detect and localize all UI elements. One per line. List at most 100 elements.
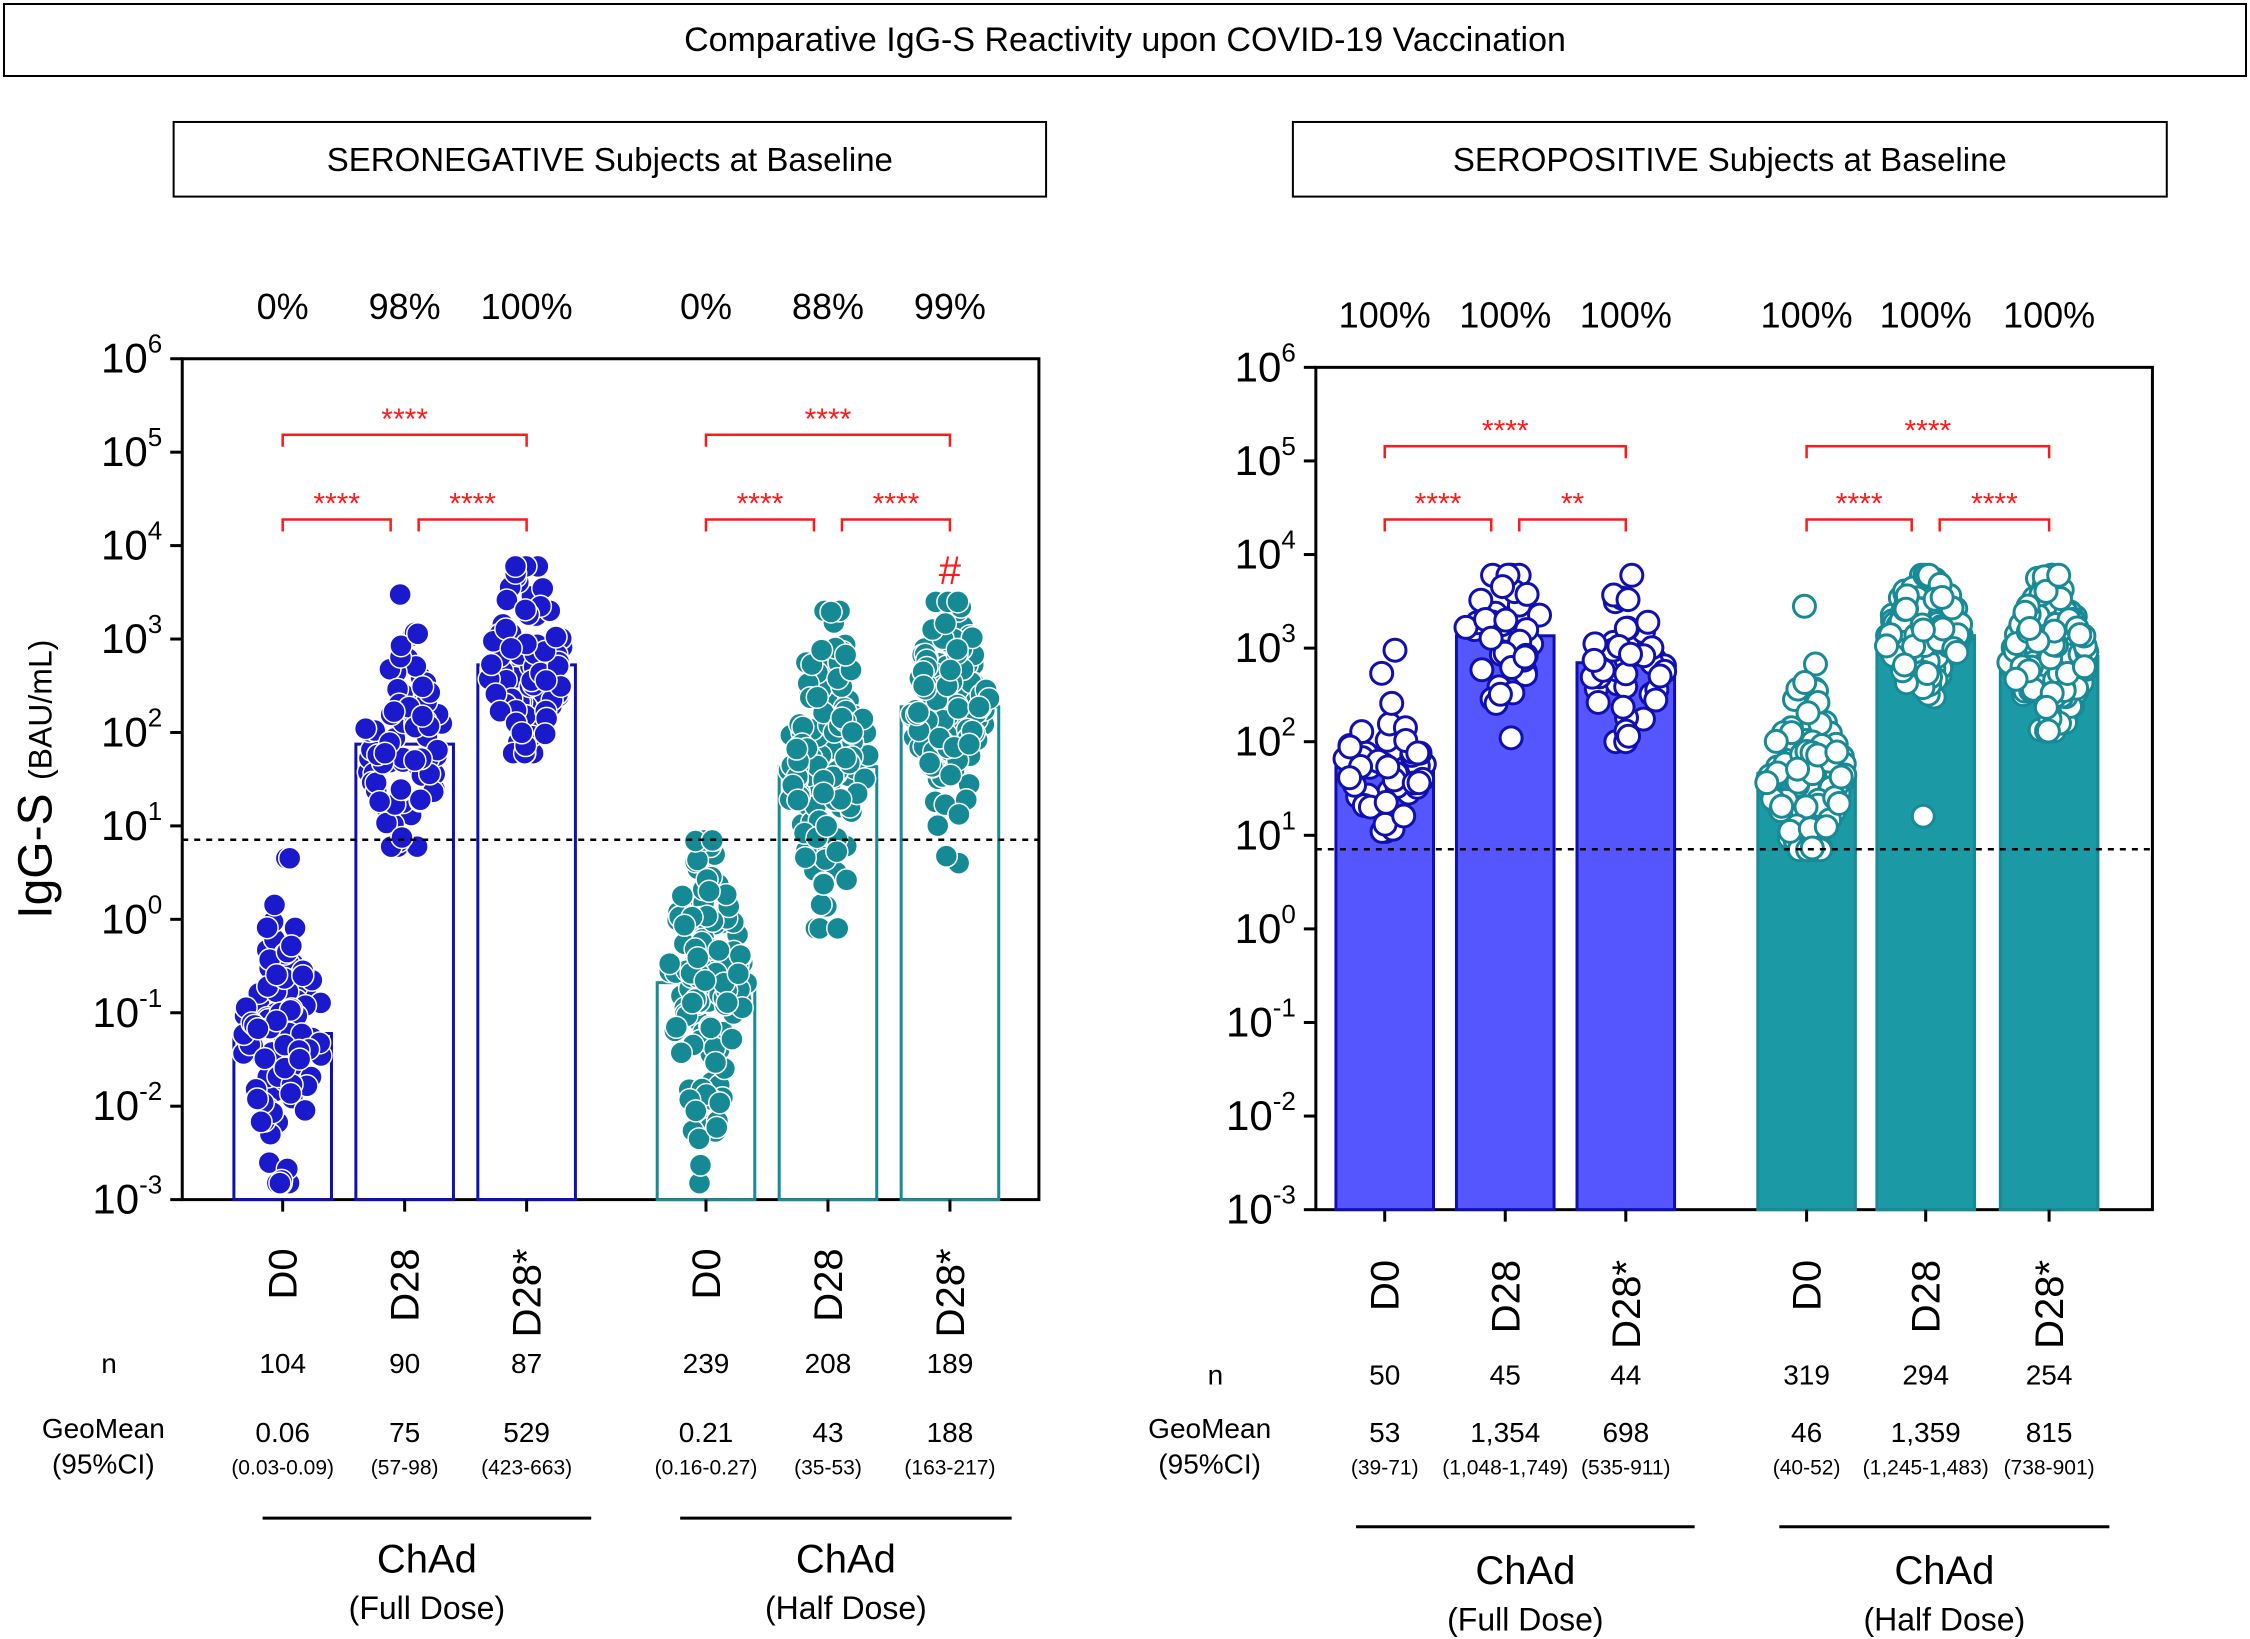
y-tick-label: 104 bbox=[101, 516, 162, 569]
significance-label: **** bbox=[1905, 414, 1952, 447]
data-point bbox=[707, 938, 731, 963]
data-point bbox=[1929, 584, 1955, 610]
data-point bbox=[911, 673, 936, 698]
geomean-value: 0.21 bbox=[679, 1417, 734, 1448]
geomean-value: 53 bbox=[1369, 1417, 1400, 1448]
geomean-value: 815 bbox=[2026, 1417, 2073, 1448]
significance-bracket bbox=[704, 518, 816, 532]
y-tick-base: 10 bbox=[1235, 905, 1282, 952]
significance-bracket bbox=[1805, 445, 2051, 459]
x-category-label: D28* bbox=[1605, 1260, 1649, 1349]
y-tick-exponent: -2 bbox=[1273, 1086, 1296, 1116]
geomean-value: 698 bbox=[1602, 1417, 1649, 1448]
data-point bbox=[947, 802, 971, 827]
data-point bbox=[246, 1017, 270, 1041]
significance-label: **** bbox=[313, 487, 360, 520]
data-point bbox=[720, 1027, 744, 1051]
data-point bbox=[967, 695, 991, 719]
data-point bbox=[253, 1046, 277, 1071]
n-value: 319 bbox=[1783, 1360, 1830, 1391]
percent-positive: 100% bbox=[1761, 295, 1853, 336]
significance-bracket bbox=[417, 518, 528, 532]
y-tick-base: 10 bbox=[1235, 437, 1282, 484]
data-point bbox=[255, 915, 279, 940]
significance-label: ** bbox=[1561, 487, 1585, 520]
data-point bbox=[811, 872, 836, 896]
row-label-ci: (95%CI) bbox=[52, 1449, 155, 1480]
n-value: 254 bbox=[2026, 1360, 2073, 1391]
data-point bbox=[262, 893, 287, 917]
data-point bbox=[938, 658, 963, 682]
y-tick-label: 106 bbox=[1235, 337, 1296, 390]
panel-title-box bbox=[1291, 120, 2168, 198]
data-point bbox=[389, 633, 413, 658]
data-point bbox=[390, 825, 414, 850]
y-tick-exponent: -1 bbox=[1273, 992, 1296, 1022]
data-point bbox=[1382, 637, 1408, 663]
data-point bbox=[2046, 562, 2072, 588]
data-point bbox=[405, 622, 430, 646]
ci-value: (163-217) bbox=[904, 1457, 995, 1480]
data-point bbox=[403, 748, 427, 773]
percent-positive: 0% bbox=[680, 286, 732, 327]
y-tick-base: 10 bbox=[1235, 531, 1282, 578]
significance-bracket bbox=[1938, 518, 2051, 532]
data-point bbox=[1910, 617, 1936, 643]
y-tick-exponent: -1 bbox=[139, 983, 162, 1013]
geomean-value: 43 bbox=[812, 1417, 843, 1448]
data-point bbox=[693, 968, 717, 993]
n-value: 189 bbox=[927, 1348, 974, 1379]
y-tick-exponent: 2 bbox=[148, 702, 162, 732]
data-point bbox=[513, 598, 538, 622]
data-point bbox=[786, 788, 810, 812]
data-point bbox=[1791, 593, 1817, 619]
data-point bbox=[1785, 756, 1811, 782]
data-point bbox=[1615, 587, 1641, 613]
data-point bbox=[367, 789, 392, 814]
geomean-value: 75 bbox=[389, 1417, 420, 1448]
data-point bbox=[1406, 770, 1432, 796]
geomean-value: 1,359 bbox=[1891, 1417, 1961, 1448]
data-point bbox=[1498, 725, 1524, 751]
data-point bbox=[1643, 687, 1669, 713]
x-category-label: D28* bbox=[929, 1248, 973, 1337]
y-tick-label: 104 bbox=[1235, 525, 1296, 578]
y-tick-label: 102 bbox=[101, 702, 162, 755]
data-point bbox=[2033, 694, 2059, 720]
data-point bbox=[1792, 670, 1818, 696]
y-tick-label: 105 bbox=[1235, 431, 1296, 484]
percent-positive: 98% bbox=[369, 286, 441, 327]
data-point bbox=[833, 643, 858, 667]
ci-value: (39-71) bbox=[1351, 1457, 1419, 1480]
bar bbox=[1756, 771, 1857, 1212]
significance-label: **** bbox=[449, 487, 496, 520]
y-tick-exponent: 0 bbox=[1281, 899, 1295, 929]
ci-value: (57-98) bbox=[371, 1457, 439, 1480]
y-tick-base: 10 bbox=[101, 522, 148, 569]
x-category-label: D28 bbox=[384, 1248, 428, 1321]
data-point bbox=[494, 617, 518, 641]
significance-bracket bbox=[1518, 518, 1628, 532]
x-category-label: D0 bbox=[262, 1248, 306, 1299]
y-tick-base: 10 bbox=[1235, 343, 1282, 390]
significance-bracket bbox=[1383, 518, 1493, 532]
data-point bbox=[2035, 718, 2061, 744]
data-point bbox=[1769, 793, 1795, 819]
y-tick-base: 10 bbox=[92, 1176, 139, 1223]
data-point bbox=[1585, 689, 1611, 715]
significance-label: **** bbox=[1971, 487, 2018, 520]
data-point bbox=[249, 1109, 273, 1134]
dose-label: (Full Dose) bbox=[1447, 1602, 1603, 1638]
x-category-label: D28 bbox=[1484, 1260, 1528, 1333]
row-label-geomean: GeoMean bbox=[42, 1413, 165, 1444]
data-point bbox=[685, 946, 710, 970]
dose-label: (Half Dose) bbox=[1863, 1602, 2025, 1638]
y-tick-base: 10 bbox=[101, 615, 148, 662]
data-point bbox=[726, 961, 751, 986]
y-tick-exponent: -3 bbox=[139, 1170, 162, 1200]
significance-bracket bbox=[704, 433, 952, 447]
percent-positive: 99% bbox=[914, 286, 986, 327]
percent-positive: 0% bbox=[257, 286, 309, 327]
y-tick-exponent: 1 bbox=[1281, 805, 1295, 835]
data-point bbox=[277, 846, 302, 871]
